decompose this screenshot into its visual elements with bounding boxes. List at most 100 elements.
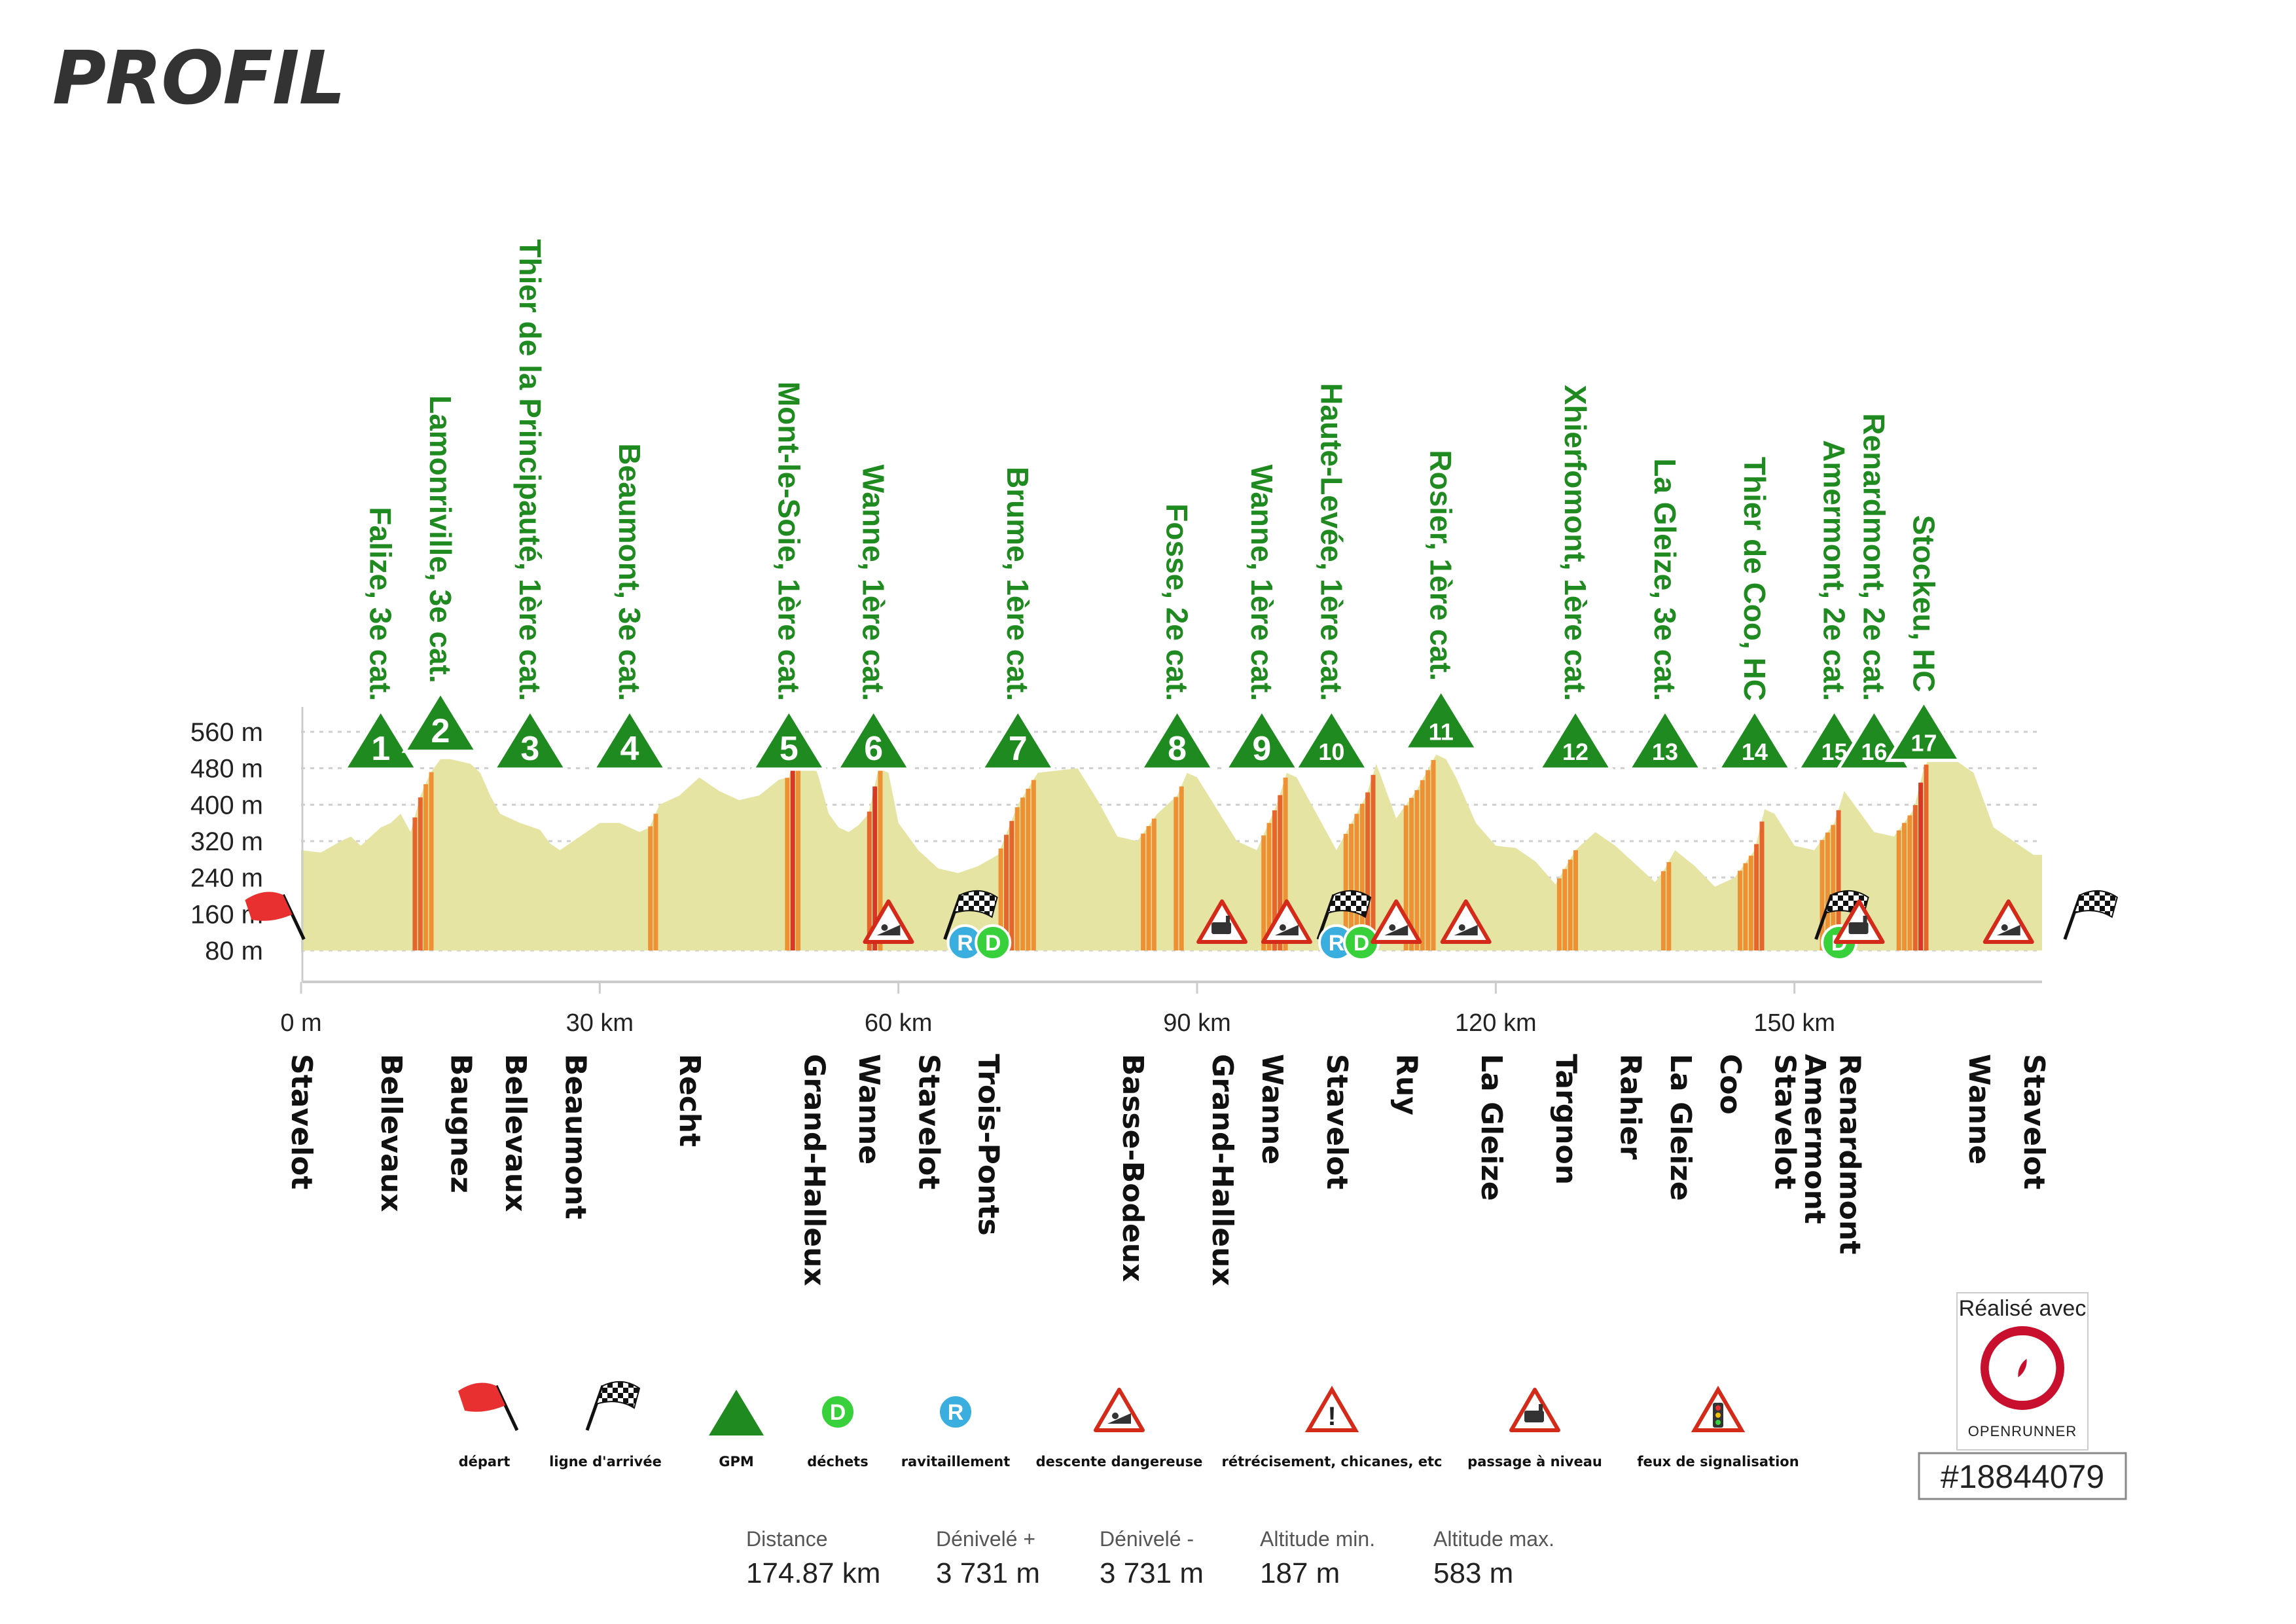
gradient-stripe-3 (429, 772, 434, 950)
climb-number: 4 (620, 730, 639, 768)
climb-1: 1 Falize, 3e cat. (342, 507, 420, 771)
marker-R-3: R (946, 924, 984, 961)
climb-label: Falize, 3e cat. (364, 507, 398, 701)
gradient-stripe-6 (785, 778, 790, 950)
place-label-13: Stavelot (1320, 1054, 1354, 1189)
stat-3: Altitude min. 187 m (1260, 1527, 1375, 1589)
red-flag-icon (458, 1382, 505, 1412)
legend-label: passage à niveau (1467, 1454, 1602, 1470)
car-glyph (1279, 924, 1286, 931)
climb-number: 5 (780, 730, 798, 768)
warning-triangle-icon (1094, 1388, 1145, 1432)
badge-id-frame (1918, 1452, 2127, 1500)
chimney-glyph (1863, 916, 1867, 924)
climb-5: 5 Mont-le-Soie, 1ère cat. (749, 382, 828, 771)
climb-label: Wanne, 1ère cat. (857, 465, 891, 701)
gradient-stripe-33 (1365, 792, 1371, 950)
place-label-20: Stavelot (1768, 1054, 1801, 1189)
stat-label: Altitude min. (1260, 1527, 1375, 1551)
gpm-triangle-icon (1138, 707, 1217, 771)
climb-number: 14 (1742, 738, 1768, 765)
place-label-15: La Gleize (1475, 1054, 1508, 1201)
gpm-triangle-icon (1292, 707, 1371, 771)
place-label-11: Grand-Halleux (1206, 1054, 1239, 1286)
y-tick-label-3: 320 m (190, 827, 263, 856)
gradient-stripe-54 (1831, 825, 1836, 950)
stat-value: 583 m (1433, 1557, 1513, 1589)
badge-brand-text: OPENRUNNER (1968, 1423, 2077, 1439)
climb-12: 12 Xhierfomont, 1ère cat. (1536, 385, 1615, 771)
marker-letter: R (1329, 931, 1345, 956)
y-tick-label-0: 80 m (205, 937, 263, 965)
legend-label: départ (459, 1454, 511, 1470)
legend-label: déchets (807, 1454, 868, 1470)
badge-top-text: Réalisé avec (1959, 1296, 2087, 1321)
gpm-triangle-icon (834, 707, 913, 771)
stat-1: Dénivelé + 3 731 m (936, 1527, 1040, 1589)
marker-R-8: R (1318, 924, 1355, 961)
gradient-stripe-59 (1912, 805, 1918, 950)
slope-glyph (1454, 925, 1478, 935)
gradient-stripe-2 (423, 784, 429, 950)
legend-label: rétrécisement, chicanes, etc (1222, 1454, 1443, 1470)
place-label-17: Rahier (1614, 1054, 1647, 1160)
marker-D-9: D (1343, 924, 1380, 961)
x-tick-label-0: 0 m (280, 1009, 321, 1037)
gradient-stripe-14 (1009, 821, 1014, 950)
gpm-triangle-icon (401, 689, 480, 753)
gradient-stripe-61 (1924, 765, 1929, 950)
gradient-stripe-42 (1562, 869, 1568, 950)
place-label-9: Trois-Ponts (972, 1054, 1005, 1236)
climb-label: Lamonriville, 3e cat. (423, 395, 457, 683)
profile-fill (301, 736, 2042, 950)
gradient-stripe-18 (1031, 780, 1036, 950)
chimney-glyph (1226, 916, 1230, 924)
climb-number: 11 (1429, 718, 1454, 745)
legend-label: feux de signalisation (1637, 1454, 1799, 1470)
gradient-stripe-49 (1748, 856, 1753, 950)
marker-letter: R (948, 1400, 964, 1425)
climb-3: 3 Thier de la Principauté, 1ère cat. (491, 239, 569, 771)
marker-arrivee-2 (943, 890, 998, 940)
place-labels: Stavelot Bellevaux Baugnez Bellevaux Beaumon… (285, 1054, 2051, 1286)
gpm-triangle-icon (709, 1390, 764, 1435)
slope-glyph (1384, 925, 1408, 935)
climb-number: 9 (1252, 730, 1271, 768)
climb-number: 3 (520, 730, 539, 768)
climb-number: 13 (1652, 738, 1678, 765)
stat-label: Altitude max. (1433, 1527, 1554, 1551)
climb-13: 13 La Gleize, 3e cat. (1626, 458, 1704, 771)
checkered-flag-icon (1326, 890, 1372, 918)
profile-area (301, 736, 2042, 950)
legend-item-retrecissement: ! rétrécisement, chicanes, etc (1222, 1386, 1443, 1470)
train-glyph (1848, 922, 1869, 934)
marker-passage-5 (1196, 899, 1248, 944)
marker-descente-15 (1982, 899, 2034, 944)
gradient-stripe-48 (1743, 863, 1748, 950)
gradient-stripe-20 (1146, 826, 1151, 950)
marker-passage-14 (1833, 899, 1885, 944)
ravitaillement-circle-icon (937, 1394, 974, 1430)
gradient-stripe-30 (1349, 823, 1354, 950)
climb-label: Amermont, 2e cat. (1818, 440, 1852, 701)
marker-letter: D (985, 931, 1001, 956)
legend-item-feux: feux de signalisation (1637, 1386, 1799, 1470)
stat-label: Distance (746, 1527, 828, 1551)
marker-arrivee-7 (1316, 890, 1372, 940)
y-tick-label-2: 240 m (190, 864, 263, 893)
climb-number: 16 (1861, 738, 1887, 765)
climb-number: 1 (371, 730, 390, 768)
place-label-22: Renardmont (1833, 1054, 1866, 1254)
gradient-stripe-43 (1568, 859, 1573, 950)
climb-label: Beaumont, 3e cat. (613, 443, 647, 701)
gradient-stripe-58 (1907, 815, 1912, 950)
climb-label: Stockeu, HC (1907, 515, 1941, 693)
stat-value: 187 m (1260, 1557, 1340, 1589)
x-tick-label-2: 60 km (865, 1009, 932, 1037)
climb-label: Wanne, 1ère cat. (1245, 465, 1279, 701)
gradient-stripe-19 (1141, 833, 1146, 950)
slope-glyph (1274, 925, 1299, 935)
climb-2: 2 Lamonriville, 3e cat. (401, 395, 480, 753)
